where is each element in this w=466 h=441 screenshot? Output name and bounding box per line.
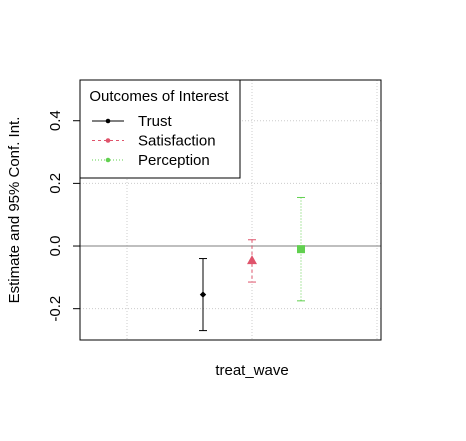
estimate-point: [297, 245, 305, 254]
y-tick-label: 0.4: [47, 110, 64, 131]
error-bar-marks: [199, 196, 305, 332]
y-tick-label: -0.2: [47, 296, 64, 322]
legend-items: Trust Satisfaction Perception: [92, 113, 216, 169]
legend-marker: [105, 138, 111, 143]
error-bar-perception: [297, 196, 305, 302]
legend-label: Perception: [138, 152, 210, 169]
y-tick-label: 0.2: [47, 173, 64, 194]
legend-marker: [105, 157, 111, 163]
legend-label: Trust: [138, 113, 172, 130]
legend-label: Satisfaction: [138, 133, 216, 150]
y-tick-label: 0.0: [47, 236, 64, 257]
error-bar-satisfaction: [247, 239, 257, 283]
legend: Outcomes of Interest Trust Satisfaction Pe…: [79, 79, 241, 179]
legend-title: Outcomes of Interest: [89, 88, 229, 105]
legend-item-satisfaction: Satisfaction: [92, 133, 216, 150]
y-axis: -0.2 0.0 0.2 0.4: [47, 110, 80, 322]
legend-item-perception: Perception: [92, 152, 210, 169]
estimate-point: [199, 291, 207, 298]
legend-item-trust: Trust: [92, 113, 172, 130]
x-category-label: treat_wave: [215, 362, 288, 379]
y-axis-label: Estimate and 95% Conf. Int.: [6, 117, 23, 304]
error-bar-trust: [199, 258, 207, 332]
x-axis: treat_wave: [215, 362, 288, 379]
legend-marker: [105, 118, 111, 124]
estimate-point: [247, 255, 257, 265]
